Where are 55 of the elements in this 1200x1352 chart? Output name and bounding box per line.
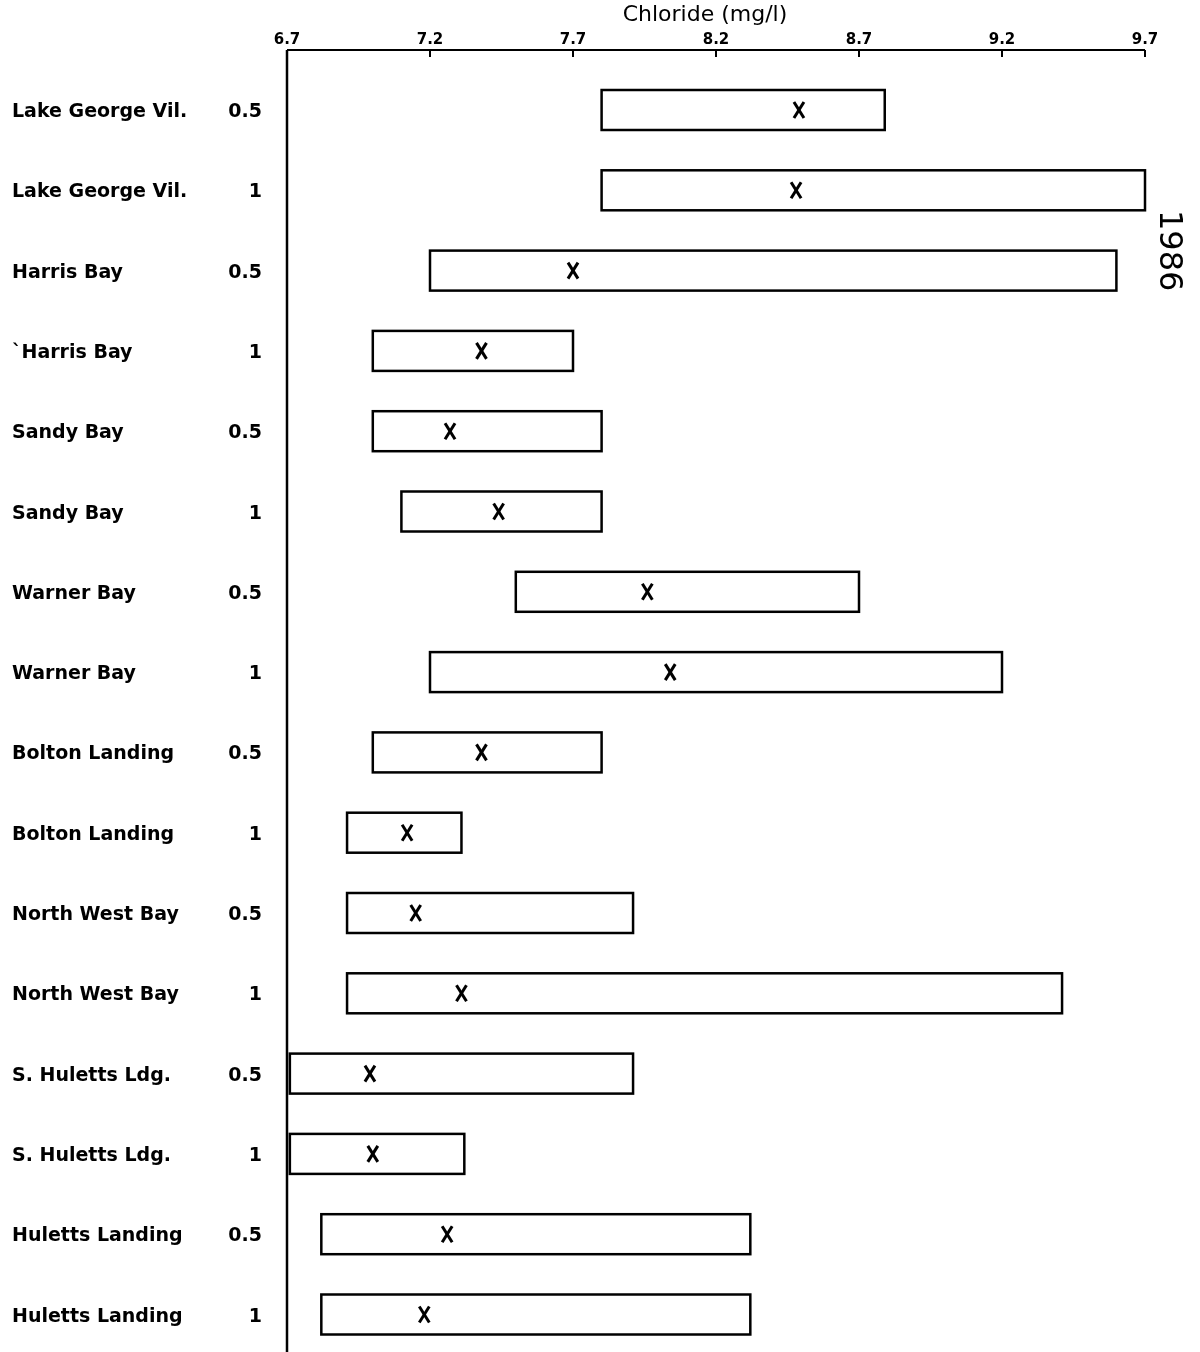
y-tick-label: Harris Bay <box>12 259 124 282</box>
text: 0.5 <box>228 99 262 121</box>
text: 0.5 <box>228 580 262 603</box>
bar <box>400 490 603 533</box>
text: 0.5 <box>228 259 262 282</box>
text: 1 <box>248 661 262 684</box>
y-tick-label: S. Huletts Ldg. <box>12 1142 171 1165</box>
y-tick-label: Huletts Landing <box>12 1303 183 1326</box>
y-tick-label: Bolton Landing <box>12 821 175 844</box>
y-tick-label: Sandy Bay <box>12 420 125 443</box>
y-tick-label: North West Bay <box>12 902 180 924</box>
y-tick-label: Lake George Vil. <box>12 99 188 121</box>
x-tick-label: 7.2 <box>416 30 444 48</box>
bar <box>514 570 861 614</box>
text: 0.5 <box>228 902 262 924</box>
text: 0.5 <box>228 741 262 764</box>
text: 1 <box>248 1142 262 1165</box>
bar <box>345 891 635 935</box>
text: 1 <box>248 821 262 844</box>
x-tick-label: 9.7 <box>1131 30 1159 48</box>
x-tick-label: 9.2 <box>988 30 1016 48</box>
bar <box>371 731 603 774</box>
x-tick-label: 8.7 <box>845 30 873 48</box>
x-tick-label: 8.2 <box>702 30 730 48</box>
text: 1 <box>248 179 262 202</box>
bar <box>600 169 1147 212</box>
text: 0.5 <box>228 1223 262 1246</box>
y-tick-label: Sandy Bay <box>12 500 125 523</box>
bar <box>428 249 1118 292</box>
x-tick-label: 6.7 <box>273 30 301 48</box>
y-tick-label: North West Bay <box>12 982 180 1005</box>
text: 1 <box>248 500 262 523</box>
bar <box>600 88 886 132</box>
bar <box>320 1212 752 1256</box>
y-tick-label: Huletts Landing <box>12 1223 183 1246</box>
text: 1986 <box>1152 210 1190 292</box>
bar <box>345 972 1064 1015</box>
y-tick-label: Lake George Vil. <box>12 179 188 202</box>
text: 1 <box>248 339 262 362</box>
y-tick-label: `Harris Bay <box>12 339 134 362</box>
bar <box>428 650 1004 694</box>
bar <box>371 329 575 373</box>
bar <box>371 409 603 453</box>
y-tick-label: S. Huletts Ldg. <box>12 1062 171 1085</box>
y-tick-label: Warner Bay <box>12 580 137 603</box>
text: 1 <box>248 982 262 1005</box>
x-axis-title: Chloride (mg/l) <box>622 1 788 26</box>
y-tick-label: Bolton Landing <box>12 741 175 764</box>
bar <box>345 811 463 854</box>
text: 1 <box>248 1303 262 1326</box>
text: 0.5 <box>228 420 262 443</box>
x-tick-label: 7.7 <box>559 30 587 48</box>
bar <box>320 1293 752 1336</box>
y-tick-label: Warner Bay <box>12 661 137 684</box>
text: 0.5 <box>228 1062 262 1085</box>
